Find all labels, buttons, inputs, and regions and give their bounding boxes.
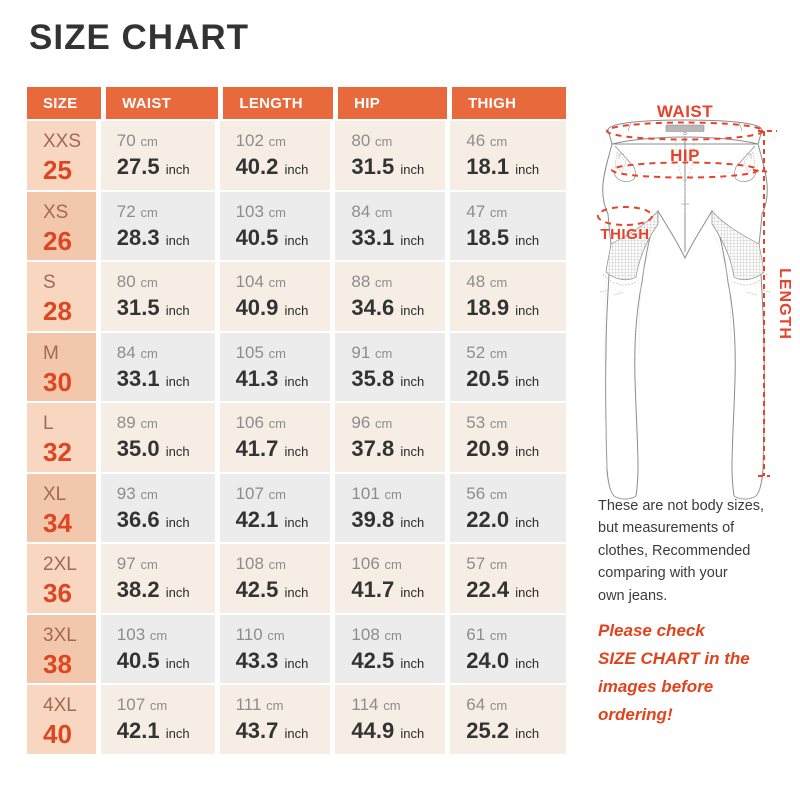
svg-text:THIGH: THIGH (600, 226, 649, 243)
svg-text:LENGTH: LENGTH (776, 268, 793, 340)
svg-text:WAIST: WAIST (657, 102, 713, 121)
svg-text:HIP: HIP (670, 146, 700, 165)
